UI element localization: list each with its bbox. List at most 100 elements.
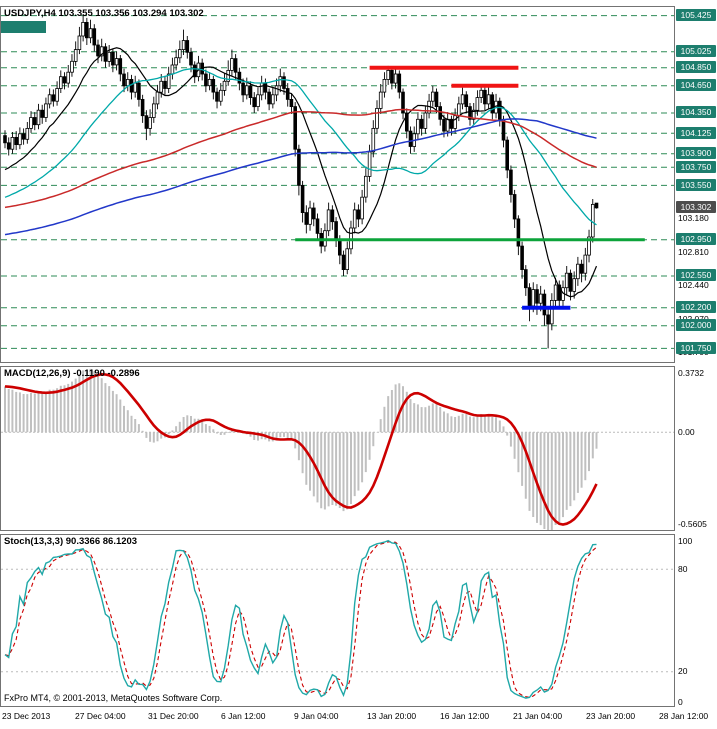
candle-body (33, 117, 37, 126)
candle-body (572, 278, 576, 292)
price-level-badge: 104.650 (676, 79, 716, 91)
stoch-label: Stoch(13,3,3) 90.3366 86.1203 (4, 536, 138, 547)
candle-body (550, 299, 554, 325)
candle-body (445, 118, 450, 132)
candle-body (293, 106, 297, 150)
price-level-badge: 104.850 (676, 61, 716, 73)
macd-chart-canvas[interactable] (1, 367, 674, 530)
ma-fast-black (4, 47, 598, 298)
candle-body (315, 218, 320, 234)
stoch-scale-label: 0 (678, 697, 683, 707)
price-level-badge: 102.000 (676, 319, 716, 331)
candle-body (159, 80, 164, 93)
candle-body (393, 73, 398, 84)
candle-body (512, 194, 517, 220)
ma-slowest-blue (4, 118, 597, 236)
candle-body (501, 118, 506, 141)
candle-body (591, 203, 595, 238)
candle-body (163, 80, 167, 89)
candle-body (375, 108, 379, 129)
candle-body (18, 133, 22, 146)
candle-body (129, 79, 134, 93)
candle-body (520, 245, 524, 271)
candle-body (538, 293, 543, 304)
time-scale[interactable]: 23 Dec 2013 27 Dec 04:00 31 Dec 20:00 6 Jan… (0, 707, 717, 729)
candle-body (449, 118, 454, 129)
macd-scale-label: 0.00 (678, 427, 695, 437)
candle-body (140, 99, 145, 117)
candle-body (118, 58, 123, 75)
candle-body (352, 209, 357, 229)
candle-body (270, 94, 275, 105)
price-level-badge: 102.550 (676, 269, 716, 281)
candle-body (218, 89, 223, 102)
candle-body (248, 85, 253, 99)
candle-body (174, 57, 178, 66)
stoch-scale-label: 80 (678, 564, 688, 574)
macd-label: MACD(12,26,9) -0.1190 -0.2896 (4, 368, 140, 379)
candle-body (237, 71, 242, 84)
candlestick-chart-canvas[interactable] (1, 7, 674, 362)
candle-body (408, 130, 413, 147)
candle-body (96, 44, 100, 57)
candle-body (535, 289, 539, 304)
stoch-scale-label: 100 (678, 536, 693, 546)
candle-body (259, 82, 264, 96)
main-chart-panel[interactable]: USDJPY,H4 103.355 103.356 103.294 103.30… (0, 6, 675, 363)
time-label: 21 Jan 04:00 (513, 711, 563, 721)
candle-body (326, 209, 331, 232)
macd-scale-label: -0.5605 (678, 519, 707, 529)
candle-body (479, 89, 483, 98)
candle-body (453, 115, 457, 129)
price-level-badge: 102.200 (676, 301, 716, 313)
candle-body (363, 175, 368, 198)
candle-body (81, 21, 85, 37)
candle-body (126, 79, 130, 87)
candle-body (442, 118, 446, 132)
candle-body (73, 49, 78, 62)
candle-body (360, 196, 364, 220)
candle-body (419, 118, 424, 129)
candle-body (278, 76, 283, 87)
candle-body (497, 100, 502, 120)
candle-body (490, 94, 495, 114)
time-label: 31 Dec 20:00 (148, 711, 199, 721)
candle-body (66, 71, 71, 84)
candle-body (546, 314, 550, 325)
price-level-badge: 104.350 (676, 106, 716, 118)
candle-body (204, 73, 208, 87)
candle-body (509, 169, 513, 195)
price-level-badge: 103.900 (676, 147, 716, 159)
candle-body (21, 133, 26, 140)
candle-body (282, 76, 286, 89)
macd-panel[interactable]: MACD(12,26,9) -0.1190 -0.2896 (0, 366, 675, 531)
ma-mid-cyan (4, 68, 597, 226)
stoch-panel[interactable]: Stoch(13,3,3) 90.3366 86.1203 FxPro MT4,… (0, 534, 675, 707)
candle-body (211, 79, 216, 93)
candle-body (144, 115, 149, 129)
candle-body (371, 128, 376, 153)
stoch-chart-canvas[interactable] (1, 535, 674, 706)
candle-body (576, 263, 580, 280)
candle-body (85, 21, 89, 39)
candle-body (99, 46, 104, 57)
price-scale[interactable]: 103.180102.810102.440102.070101.700105.4… (675, 0, 717, 729)
price-level-badge: 105.425 (676, 9, 716, 21)
macd-signal-line (4, 372, 598, 526)
candle-body (483, 89, 487, 105)
candle-body (92, 28, 97, 46)
time-label: 28 Jan 12:00 (659, 711, 709, 721)
candle-body (345, 248, 349, 271)
candle-body (300, 184, 305, 213)
candle-body (390, 70, 394, 84)
candle-body (464, 94, 469, 108)
price-tick: 102.440 (678, 280, 709, 290)
candle-body (3, 135, 7, 144)
price-level-badge: 104.125 (676, 127, 716, 139)
candle-body (468, 106, 472, 120)
candle-body (471, 109, 476, 120)
candle-body (594, 202, 599, 209)
candle-body (334, 221, 338, 241)
candle-body (40, 109, 44, 118)
